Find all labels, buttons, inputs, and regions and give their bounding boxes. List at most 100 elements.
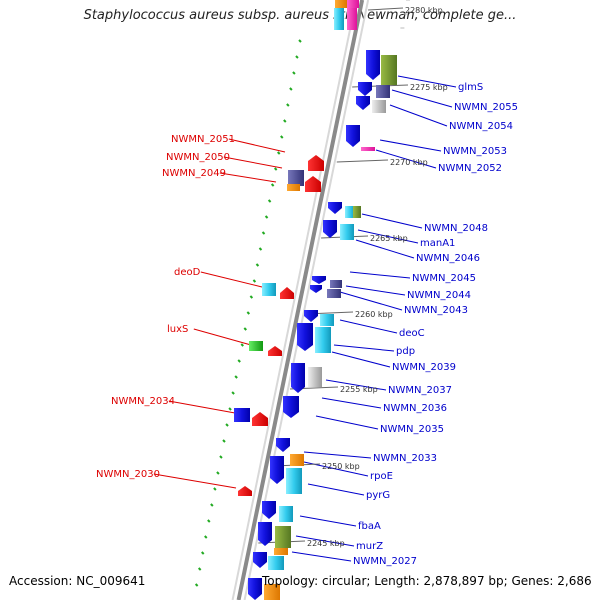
gene-feature (346, 125, 360, 147)
gene-label-right: NWMN_2037 (388, 385, 452, 396)
gene-label-right: NWMN_2053 (443, 146, 507, 157)
scale-tick-label: 2255 kbp (340, 385, 378, 394)
gc-dash (216, 471, 220, 475)
leader-line (299, 515, 357, 527)
leader-line (389, 104, 448, 127)
gene-feature (361, 147, 375, 151)
gene-label-right: pdp (396, 346, 415, 357)
leader-line (228, 138, 286, 153)
gene-labels: NWMN_2051 NWMN_2050 NWMN_2049 deoD luxS NWMN_… (96, 82, 518, 567)
gc-dash (237, 359, 241, 363)
gc-dash (213, 487, 217, 491)
gene-label-left: NWMN_2049 (162, 168, 226, 179)
gene-label-right: NWMN_2052 (438, 163, 502, 174)
gene-feature (304, 310, 318, 322)
gene-feature (320, 314, 334, 326)
gene-feature (376, 85, 390, 98)
gene-feature (291, 363, 305, 393)
gene-feature (262, 283, 276, 296)
gene-feature (280, 287, 294, 299)
gc-dash (270, 183, 275, 187)
leader-line (153, 473, 237, 489)
gene-feature (328, 202, 342, 214)
leader-line (315, 415, 379, 430)
gene-feature (340, 224, 354, 240)
gc-dash (264, 215, 269, 219)
gene-label-right: glmS (458, 82, 483, 93)
gene-label-right: NWMN_2048 (424, 223, 488, 234)
gene-feature (327, 289, 341, 298)
topology-label: Topology: circular; Length: 2,878,897 bp… (262, 574, 592, 588)
gene-features (234, 0, 397, 600)
gene-feature (335, 0, 347, 8)
gene-label-right: pyrG (366, 490, 390, 501)
leader-line (339, 319, 398, 334)
gc-dash (222, 439, 226, 443)
gene-feature (290, 454, 304, 466)
gc-dash (280, 135, 284, 139)
leader-line (321, 397, 382, 409)
gene-feature (323, 220, 337, 238)
backbone-line (236, 0, 365, 600)
gene-feature (308, 155, 324, 171)
gene-feature (258, 522, 272, 546)
scale-ticks: 2280 kbp 2275 kbp 2270 kbp 2265 kbp 2260 kbp… (258, 6, 448, 548)
leader-line (193, 328, 252, 346)
gene-feature (234, 408, 250, 422)
gc-dash (273, 167, 278, 171)
gc-dash (295, 55, 299, 59)
gc-content-track (194, 0, 410, 587)
gene-feature (252, 412, 268, 426)
gene-feature (274, 548, 288, 555)
gc-dash (289, 87, 293, 91)
gene-label-right: deoC (399, 328, 425, 339)
gene-feature (253, 552, 267, 568)
leader-line (397, 75, 457, 88)
gc-dash (277, 151, 281, 155)
gc-dash (258, 247, 263, 251)
accession-label: Accession: NC_009641 (9, 574, 146, 588)
gc-dash (286, 103, 290, 107)
gene-label-right: NWMN_2054 (449, 121, 513, 132)
gene-label-right: rpoE (370, 471, 393, 482)
gene-feature (275, 526, 291, 548)
gc-dash (228, 407, 232, 411)
gc-dash (292, 71, 296, 75)
gene-feature (330, 280, 342, 288)
gc-dash (283, 119, 287, 123)
leader-line (295, 535, 355, 547)
gene-feature (310, 285, 322, 293)
gene-feature (288, 170, 304, 186)
gene-feature (347, 0, 359, 8)
gene-label-right: NWMN_2045 (412, 273, 476, 284)
gene-label-right: NWMN_2033 (373, 453, 437, 464)
leader-line (357, 229, 419, 244)
leader-line (391, 89, 453, 108)
leader-line (379, 139, 442, 152)
gene-label-left: NWMN_2050 (166, 152, 230, 163)
leader-line (219, 172, 277, 183)
gc-dash (197, 567, 202, 571)
gene-feature (297, 323, 313, 351)
gc-dash (267, 199, 272, 203)
gene-label-right: NWMN_2055 (454, 102, 518, 113)
gene-label-right: NWMN_2027 (353, 556, 417, 567)
gc-dash (219, 455, 223, 459)
gc-dash (210, 503, 214, 507)
gc-dash (207, 519, 211, 523)
gene-feature (238, 486, 252, 496)
gene-feature (308, 367, 322, 387)
gene-label-left: deoD (174, 267, 201, 278)
gene-label-right: manA1 (420, 238, 455, 249)
leader-line (375, 149, 437, 169)
gene-feature (268, 556, 284, 570)
map-title: Staphylococcus aureus subsp. aureus str.… (83, 8, 517, 23)
gene-feature (312, 276, 326, 284)
gc-dash (201, 551, 205, 555)
gene-feature (268, 346, 282, 356)
gene-feature (248, 578, 262, 600)
gene-feature (264, 584, 280, 600)
leader-line (361, 213, 423, 229)
gc-dash (225, 423, 229, 427)
gene-label-right: NWMN_2043 (404, 305, 468, 316)
